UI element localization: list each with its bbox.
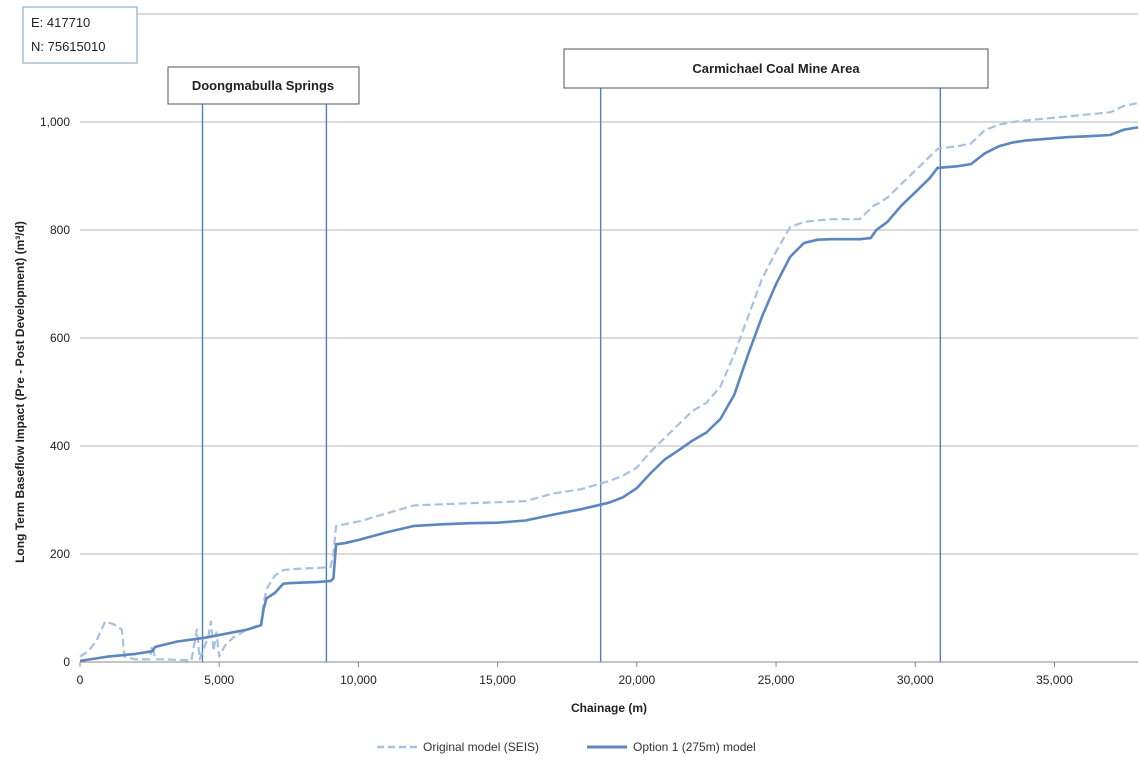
y-tick-labels: 0 200 400 600 800 1,000 <box>40 115 70 669</box>
reference-lines <box>201 88 942 662</box>
x-tick-label: 30,000 <box>897 673 934 687</box>
annotation-label: Doongmabulla Springs <box>192 78 334 93</box>
x-tick-labels: 0 5,000 10,000 15,000 20,000 25,000 30,000 35,0… <box>77 662 1073 687</box>
x-tick-label: 10,000 <box>340 673 377 687</box>
x-axis-title: Chainage (m) <box>571 701 647 715</box>
annotation-label: Carmichael Coal Mine Area <box>692 61 860 76</box>
series-line-original <box>79 102 1139 662</box>
annotation-carmichael: Carmichael Coal Mine Area <box>563 48 989 89</box>
legend-label-option1: Option 1 (275m) model <box>633 740 756 754</box>
coordinate-frame <box>22 6 138 64</box>
y-tick-label: 1,000 <box>40 115 70 129</box>
legend: Original model (SEIS) Option 1 (275m) mo… <box>377 740 756 754</box>
annotation-doongmabulla: Doongmabulla Springs <box>167 66 360 105</box>
annotation-box <box>167 66 360 105</box>
y-tick-label: 600 <box>50 331 70 345</box>
x-tick-label: 25,000 <box>758 673 795 687</box>
x-tick-label: 5,000 <box>204 673 234 687</box>
easting-label: E: 417710 <box>31 15 90 30</box>
gridlines <box>80 13 1138 555</box>
y-tick-label: 800 <box>50 223 70 237</box>
coordinate-box: E: 417710 N: 75615010 <box>22 6 138 64</box>
x-tick-label: 15,000 <box>479 673 516 687</box>
x-tick-label: 35,000 <box>1036 673 1073 687</box>
series-lines <box>79 102 1139 663</box>
x-tick-label: 20,000 <box>618 673 655 687</box>
northing-label: N: 75615010 <box>31 39 105 54</box>
y-tick-label: 400 <box>50 439 70 453</box>
y-tick-label: 0 <box>63 655 70 669</box>
x-tick-label: 0 <box>77 673 84 687</box>
legend-label-original: Original model (SEIS) <box>423 740 539 754</box>
y-axis-title: Long Term Baseflow Impact (Pre - Post De… <box>13 221 27 563</box>
y-tick-label: 200 <box>50 547 70 561</box>
annotation-box <box>563 48 989 89</box>
series-line-option1 <box>79 126 1139 663</box>
